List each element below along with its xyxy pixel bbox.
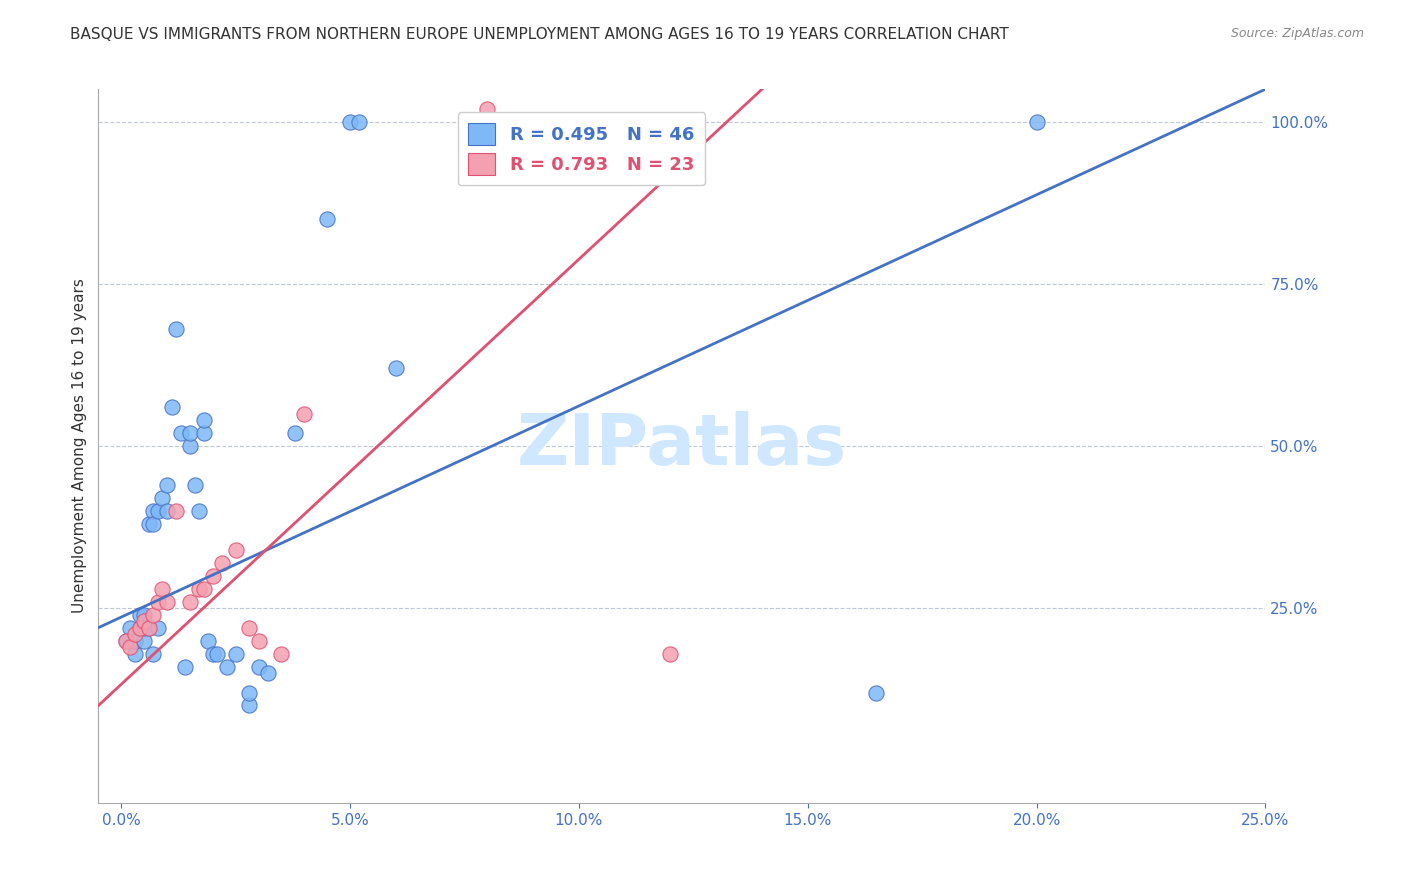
Point (138, 621, 160, 635)
Point (188, 582, 211, 596)
Point (156, 595, 179, 609)
Point (124, 627, 146, 641)
Point (134, 614, 156, 628)
Point (146, 504, 169, 518)
Point (156, 504, 179, 518)
Point (179, 439, 201, 453)
Point (339, 114, 361, 128)
Point (211, 556, 233, 570)
Point (193, 425, 215, 440)
Point (134, 633, 156, 648)
Point (215, 659, 238, 673)
Point (115, 633, 138, 648)
Point (160, 400, 183, 414)
Text: Source: ZipAtlas.com: Source: ZipAtlas.com (1230, 27, 1364, 40)
Point (146, 621, 169, 635)
Point (156, 478, 179, 492)
Point (207, 647, 229, 661)
Point (188, 504, 211, 518)
Point (1025, 114, 1047, 128)
Point (152, 491, 174, 505)
Y-axis label: Unemployment Among Ages 16 to 19 years: Unemployment Among Ages 16 to 19 years (72, 278, 87, 614)
Point (142, 504, 165, 518)
Point (247, 659, 270, 673)
Text: BASQUE VS IMMIGRANTS FROM NORTHERN EUROPE UNEMPLOYMENT AMONG AGES 16 TO 19 YEARS: BASQUE VS IMMIGRANTS FROM NORTHERN EUROP… (70, 27, 1010, 42)
Point (165, 322, 187, 336)
Point (128, 621, 150, 635)
Point (142, 516, 165, 531)
Point (152, 582, 174, 596)
Point (146, 595, 169, 609)
Point (225, 647, 247, 661)
Point (179, 425, 201, 440)
Point (124, 647, 146, 661)
Point (183, 478, 205, 492)
Point (349, 114, 371, 128)
Point (270, 647, 292, 661)
Point (124, 633, 146, 648)
Point (128, 621, 150, 635)
Text: ZIPatlas: ZIPatlas (517, 411, 846, 481)
Point (179, 595, 201, 609)
Point (128, 607, 150, 622)
Point (193, 413, 215, 427)
Point (201, 568, 224, 582)
Point (256, 666, 278, 681)
Point (197, 633, 219, 648)
Point (138, 516, 160, 531)
Point (316, 211, 339, 226)
Point (284, 425, 307, 440)
Point (120, 640, 142, 654)
Point (138, 621, 160, 635)
Point (174, 659, 197, 673)
Point (865, 685, 887, 699)
Point (134, 621, 156, 635)
Point (477, 102, 499, 116)
Point (385, 361, 408, 376)
Point (134, 607, 156, 622)
Point (292, 407, 315, 421)
Point (193, 582, 215, 596)
Point (238, 621, 260, 635)
Point (170, 425, 193, 440)
Point (201, 647, 224, 661)
Point (142, 607, 165, 622)
Point (659, 647, 682, 661)
Point (115, 633, 138, 648)
Point (238, 698, 260, 713)
Point (568, 114, 591, 128)
Point (247, 633, 270, 648)
Point (142, 647, 165, 661)
Point (238, 685, 260, 699)
Point (120, 621, 142, 635)
Point (165, 504, 187, 518)
Legend: R = 0.495   N = 46, R = 0.793   N = 23: R = 0.495 N = 46, R = 0.793 N = 23 (457, 112, 706, 186)
Point (225, 542, 247, 557)
